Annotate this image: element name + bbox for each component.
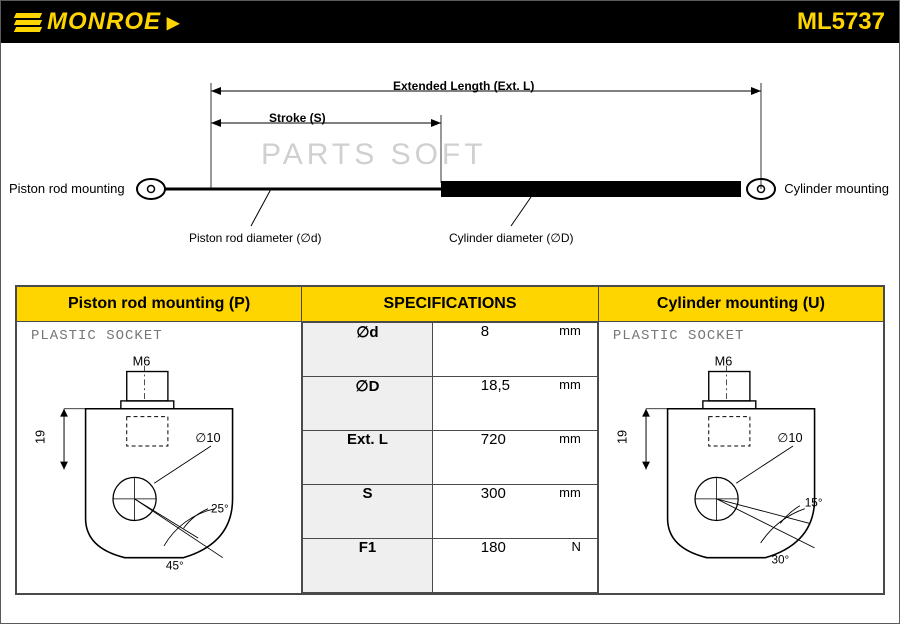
left-angle1: 45° bbox=[166, 559, 184, 572]
right-thread-label: M6 bbox=[714, 354, 732, 369]
left-insert-title: PLASTIC SOCKET bbox=[31, 328, 163, 344]
right-socket-svg: M6 19 ∅10 15° 30° bbox=[599, 346, 883, 593]
brand-wings-icon bbox=[15, 13, 41, 32]
left-length-label: 19 bbox=[32, 430, 47, 444]
left-thread-label: M6 bbox=[133, 354, 151, 369]
specs-table: Piston rod mounting (P) SPECIFICATIONS C… bbox=[15, 285, 885, 595]
label-rod-diameter: Piston rod diameter (∅d) bbox=[189, 231, 322, 245]
spec-val-4: 180N bbox=[432, 539, 597, 593]
label-cylinder-diameter: Cylinder diameter (∅D) bbox=[449, 231, 573, 245]
brand-name: MONROE bbox=[47, 8, 161, 36]
spec-val-2: 720mm bbox=[432, 431, 597, 485]
datasheet-page: MONROE ▸ ML5737 PARTS SOFT Piston rod mo… bbox=[0, 0, 900, 624]
brand-logo: MONROE ▸ bbox=[15, 8, 179, 37]
spec-key-2: Ext. L bbox=[303, 431, 433, 485]
spec-val-3: 300mm bbox=[432, 485, 597, 539]
col-header-mid: SPECIFICATIONS bbox=[302, 286, 599, 322]
right-length-label: 19 bbox=[614, 430, 629, 444]
header-bar: MONROE ▸ ML5737 bbox=[1, 1, 899, 43]
left-bore-label: ∅10 bbox=[195, 430, 220, 445]
spec-rows-table: ∅d 8mm ∅D 18,5mm Ext. L 720mm S 300mm F1… bbox=[302, 322, 598, 593]
left-socket-svg: M6 19 ∅10 25° 45° bbox=[17, 346, 301, 593]
specs-table-wrap: Piston rod mounting (P) SPECIFICATIONS C… bbox=[1, 281, 899, 609]
brand-arrow-icon: ▸ bbox=[167, 8, 179, 37]
col-header-right: Cylinder mounting (U) bbox=[598, 286, 884, 322]
spec-val-1: 18,5mm bbox=[432, 377, 597, 431]
spec-val-0: 8mm bbox=[432, 323, 597, 377]
left-mounting-drawing: PLASTIC SOCKET bbox=[16, 322, 302, 595]
spec-key-3: S bbox=[303, 485, 433, 539]
right-mounting-drawing: PLASTIC SOCKET bbox=[598, 322, 884, 595]
right-bore-label: ∅10 bbox=[777, 430, 802, 445]
left-angle2: 25° bbox=[211, 503, 229, 516]
label-extended-length: Extended Length (Ext. L) bbox=[393, 79, 534, 93]
strut-diagram: PARTS SOFT Piston rod mounting Cylinder … bbox=[1, 43, 899, 281]
specs-values: ∅d 8mm ∅D 18,5mm Ext. L 720mm S 300mm F1… bbox=[302, 322, 599, 595]
part-number: ML5737 bbox=[797, 8, 885, 36]
right-insert-title: PLASTIC SOCKET bbox=[613, 328, 745, 344]
spec-key-0: ∅d bbox=[303, 323, 433, 377]
label-stroke: Stroke (S) bbox=[269, 111, 326, 125]
right-angle2: 15° bbox=[805, 497, 823, 510]
spec-key-4: F1 bbox=[303, 539, 433, 593]
col-header-left: Piston rod mounting (P) bbox=[16, 286, 302, 322]
spec-key-1: ∅D bbox=[303, 377, 433, 431]
right-angle1: 30° bbox=[771, 554, 789, 567]
